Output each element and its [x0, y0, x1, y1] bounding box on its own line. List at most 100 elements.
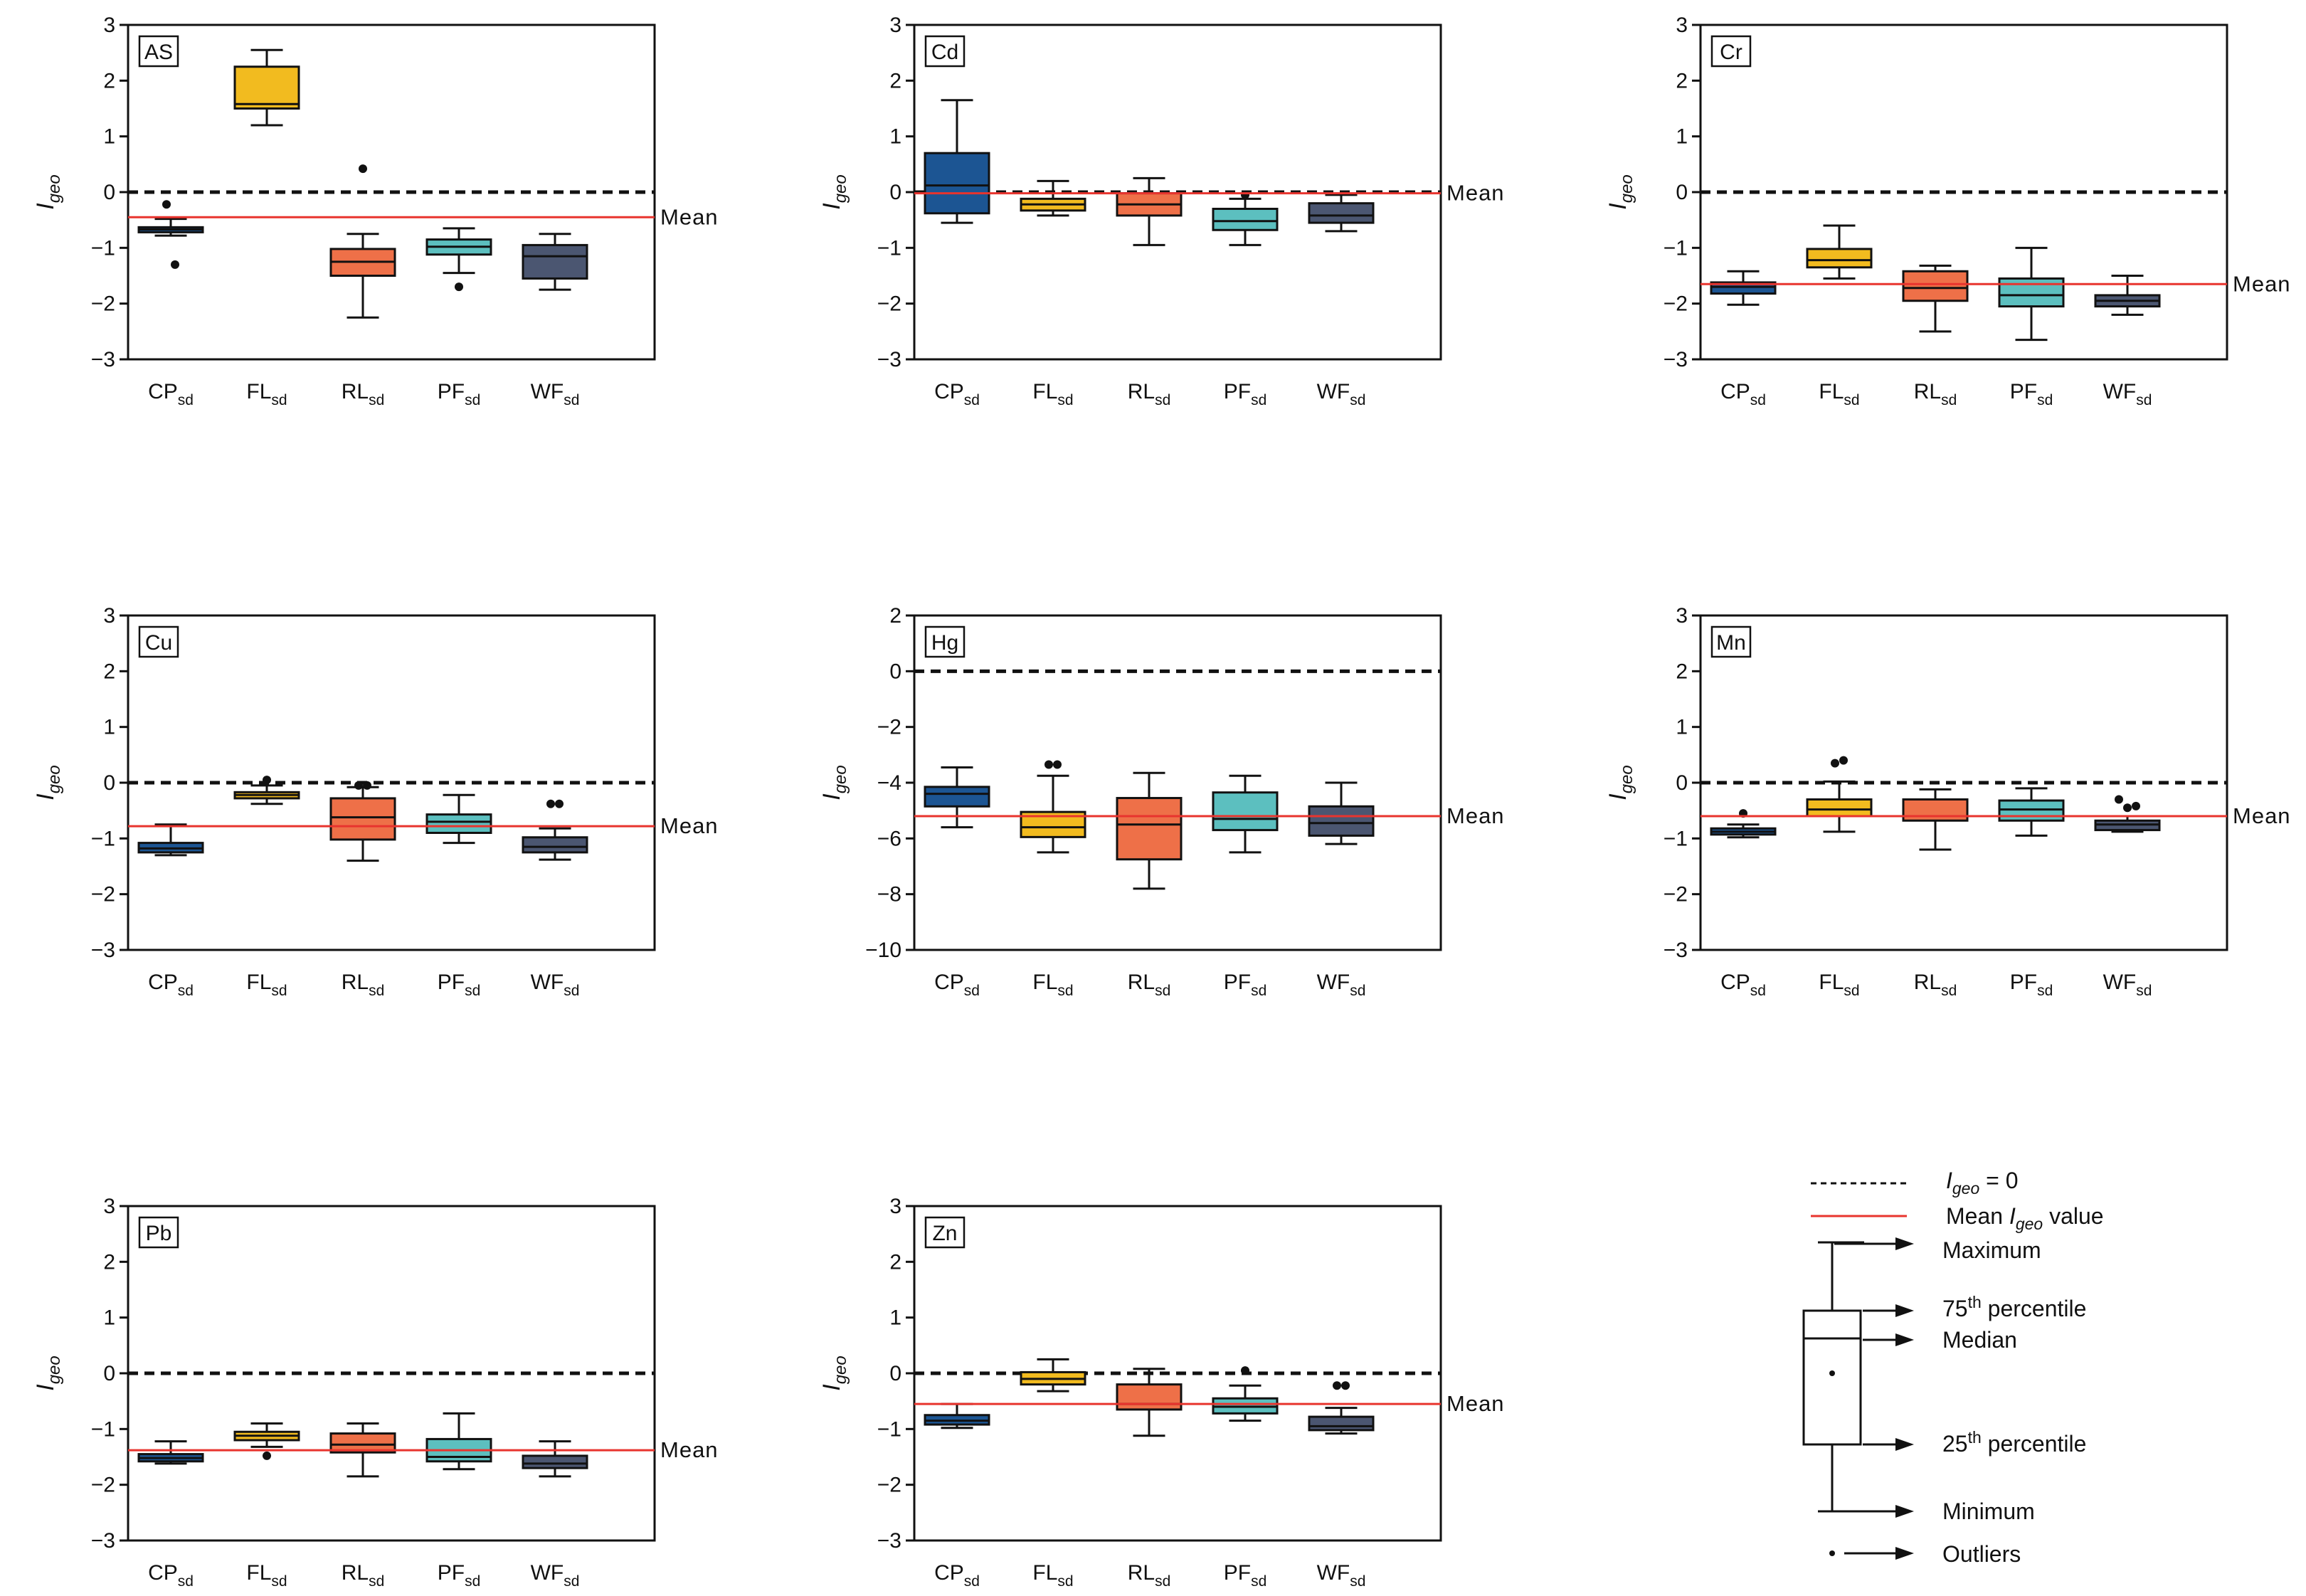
y-tick-label: −4: [877, 771, 901, 795]
y-tick-label: 0: [1676, 181, 1688, 204]
x-category-main: RL: [1128, 1561, 1155, 1585]
box-fl: [1020, 760, 1086, 854]
x-category-label: CPsd: [934, 971, 980, 999]
plot-frame: [913, 614, 1442, 951]
y-tick-label: −2: [91, 1474, 115, 1497]
box-cp: [924, 99, 990, 224]
box-pf: [1212, 1366, 1279, 1422]
y-axis-label-main: I: [1604, 203, 1631, 210]
box-wf: [522, 233, 588, 291]
element-label: Zn: [932, 1222, 957, 1245]
box-iqr: [1806, 248, 1873, 269]
x-category-sub: sd: [1941, 392, 1957, 408]
x-category-label: WFsd: [531, 971, 580, 999]
element-label: Cr: [1720, 41, 1742, 64]
y-axis-label-main: I: [818, 1384, 845, 1391]
legend-mean-label: Mean Igeo value: [1946, 1203, 2104, 1233]
outlier-point: [1241, 190, 1249, 199]
y-tick-label: 3: [889, 1195, 901, 1218]
x-category-label: CPsd: [1720, 971, 1766, 999]
x-category-label: CPsd: [1720, 380, 1766, 408]
x-category-label: WFsd: [1317, 971, 1366, 999]
x-category-sub: sd: [465, 1573, 480, 1590]
box-iqr: [1212, 208, 1279, 231]
x-category-main: PF: [2010, 380, 2037, 403]
x-category-label: WFsd: [531, 1561, 580, 1590]
mean-label: Mean: [1446, 803, 1505, 828]
y-axis-label: Igeo: [1604, 765, 1636, 800]
x-category-label: FLsd: [1819, 971, 1859, 999]
y-tick-label: 2: [103, 1250, 115, 1274]
outlier-point: [171, 260, 179, 269]
x-category-sub: sd: [964, 983, 980, 999]
y-tick-label: −10: [865, 939, 901, 962]
outlier-point: [2123, 803, 2132, 813]
x-category-sub: sd: [964, 1573, 980, 1590]
legend-arrowhead-max: [1895, 1237, 1914, 1250]
x-category-main: WF: [531, 1561, 564, 1585]
box-fl: [233, 48, 300, 127]
x-category-label: CPsd: [934, 380, 980, 408]
box-fl: [1020, 179, 1086, 217]
x-category-main: RL: [342, 971, 369, 994]
x-category-label: FLsd: [246, 971, 287, 999]
x-category-sub: sd: [271, 983, 287, 999]
box-pf: [1998, 246, 2065, 342]
box-cp: [1710, 270, 1777, 306]
box-fl: [1020, 1358, 1086, 1392]
y-tick-label: −2: [1664, 292, 1688, 316]
element-label: Pb: [146, 1222, 172, 1245]
x-category-label: RLsd: [1914, 380, 1957, 408]
x-category-sub: sd: [1057, 983, 1073, 999]
x-category-main: FL: [246, 971, 271, 994]
x-category-sub: sd: [1057, 392, 1073, 408]
box-fl: [1806, 224, 1873, 280]
x-category-sub: sd: [1350, 392, 1365, 408]
x-category-sub: sd: [1350, 983, 1365, 999]
y-tick-label: 2: [103, 69, 115, 93]
y-tick-label: −3: [877, 348, 901, 371]
x-category-main: CP: [148, 971, 178, 994]
box-iqr: [1806, 798, 1873, 818]
legend-arrowhead-min: [1895, 1505, 1914, 1518]
y-axis-label-main: I: [818, 203, 845, 210]
y-tick-label: −3: [1664, 348, 1688, 371]
element-label: AS: [144, 41, 173, 64]
x-category-main: PF: [2010, 971, 2037, 994]
x-category-main: FL: [1032, 971, 1057, 994]
x-category-sub: sd: [2037, 392, 2053, 408]
x-category-sub: sd: [1155, 983, 1170, 999]
mean-label: Mean: [2233, 271, 2291, 296]
y-tick-label: −3: [877, 1529, 901, 1553]
legend-arrowhead-median: [1895, 1333, 1914, 1346]
box-rl: [1902, 788, 1969, 851]
box-cp: [924, 1402, 990, 1429]
box-pf: [425, 1412, 492, 1471]
y-tick-label: −1: [1664, 236, 1688, 260]
x-category-sub: sd: [1057, 1573, 1073, 1590]
x-category-label: FLsd: [1032, 380, 1073, 408]
x-category-label: RLsd: [1914, 971, 1957, 999]
x-category-sub: sd: [564, 392, 579, 408]
box-rl: [329, 164, 396, 319]
element-label-box: [138, 35, 179, 68]
box-iqr: [1710, 281, 1777, 295]
outlier-point: [1241, 1366, 1249, 1375]
y-tick-label: 1: [889, 1306, 901, 1330]
box-iqr: [1212, 791, 1279, 832]
element-label-box: [924, 625, 966, 658]
y-axis-label-main: I: [32, 203, 59, 210]
y-axis-label-sub: geo: [45, 765, 64, 793]
y-tick-label: −3: [91, 939, 115, 962]
y-tick-label: 0: [889, 1362, 901, 1385]
y-tick-label: 3: [889, 14, 901, 37]
y-axis-label: Igeo: [818, 765, 850, 800]
legend-arrows: [1829, 1237, 1914, 1560]
outlier-point: [1044, 760, 1053, 769]
y-axis-label-sub: geo: [831, 1355, 850, 1384]
y-tick-label: 3: [1676, 14, 1688, 37]
y-tick-label: 0: [889, 181, 901, 204]
mean-label: Mean: [2233, 803, 2291, 828]
